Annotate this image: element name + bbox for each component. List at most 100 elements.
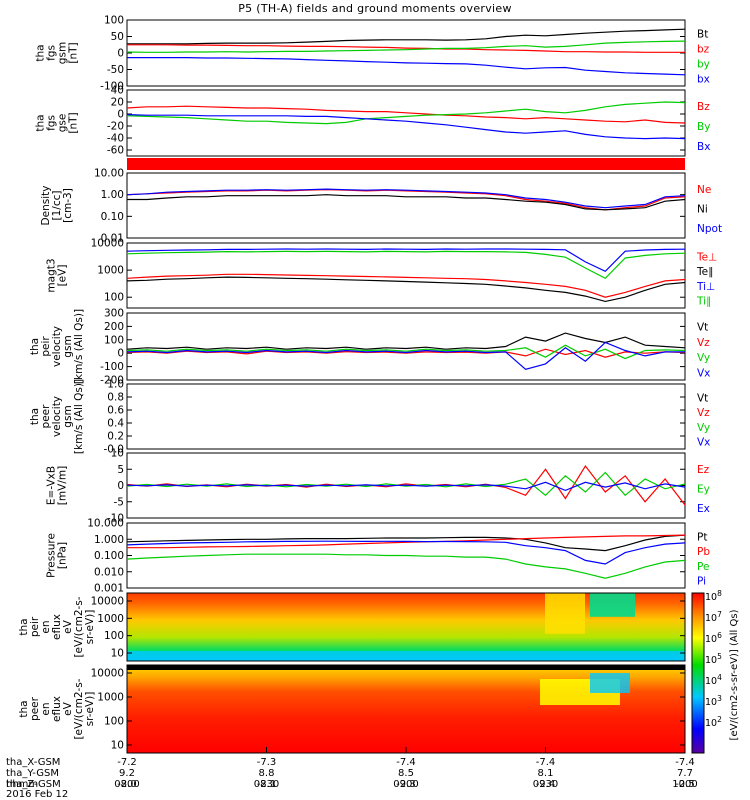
orbit-value: -7.4 bbox=[535, 757, 556, 768]
orbit-row-label: tha_Z-GSM bbox=[6, 779, 61, 790]
series-Te⊥ bbox=[126, 273, 686, 298]
y-tick-label: 40 bbox=[111, 85, 124, 97]
series-Ti∥ bbox=[126, 250, 686, 280]
y-label-line: tha bbox=[18, 618, 30, 635]
series-Pi bbox=[126, 540, 686, 565]
y-label-line: eV bbox=[62, 619, 74, 633]
orbit-value: 7.7 bbox=[677, 768, 693, 779]
spectrogram-patch bbox=[127, 651, 685, 661]
orbit-value: -7.4 bbox=[396, 757, 416, 768]
colorbar-tick: 108 bbox=[705, 589, 722, 603]
y-tick-label: 1000 bbox=[97, 265, 124, 277]
x-tick-label: 0930 bbox=[532, 779, 559, 790]
colorbar-exponent: 2 bbox=[717, 715, 722, 724]
panel-10: 10000 1000 100 10 tha peir en eflux eV [eV/(cm2-s… bbox=[18, 592, 686, 662]
colorbar-exponent: 5 bbox=[717, 652, 722, 661]
series-Npot bbox=[126, 188, 686, 209]
legend-entry: Vy bbox=[697, 422, 710, 434]
series-Te∥ bbox=[126, 276, 686, 303]
legend-entry: Ne bbox=[697, 184, 711, 196]
orbit-value: -7.2 bbox=[117, 757, 137, 768]
panel-frame bbox=[126, 172, 686, 239]
legend-entry: Npot bbox=[697, 223, 722, 235]
orbit-value: -7.4 bbox=[675, 757, 695, 768]
legend-entry: Ex bbox=[697, 503, 710, 515]
colorbar-tick: 107 bbox=[705, 610, 722, 624]
y-label-line: tha bbox=[35, 44, 47, 61]
y-axis-label: tha fgs gsm [nT] bbox=[35, 42, 80, 64]
y-label-line: [eV/(cm2-s- bbox=[73, 596, 85, 657]
orbit-value: -7.3 bbox=[256, 757, 277, 768]
series-bx bbox=[127, 56, 686, 76]
panel-4: 10.00 1.00 0.10 0.01 Density [1/cc] [cm-3] Ne Ni… bbox=[40, 168, 722, 245]
legend-entry: Pb bbox=[697, 546, 710, 558]
legend-entry: Bz bbox=[697, 101, 710, 113]
colorbar: 108 107 106 105 104 103 102 [eV/(cm2-s-sr-eV)] … bbox=[691, 589, 740, 754]
legend-entry: Pe bbox=[697, 561, 709, 573]
series-by bbox=[126, 40, 686, 53]
y-label-line: [eV] bbox=[57, 265, 69, 287]
colorbar-exponent: 7 bbox=[717, 610, 722, 619]
series-bz bbox=[127, 44, 685, 53]
panel-3 bbox=[127, 158, 685, 170]
y-tick-label: 1.0 bbox=[107, 379, 124, 391]
orbit-value: 9.2 bbox=[119, 768, 135, 779]
series-Ex bbox=[126, 481, 686, 492]
y-tick-label: 10000 bbox=[91, 238, 124, 250]
series-Bx bbox=[126, 114, 686, 140]
orbit-value: 8.1 bbox=[537, 768, 554, 779]
orbit-row-label: tha_Y-GSM bbox=[6, 768, 60, 779]
y-tick-label: 1.000 bbox=[94, 534, 124, 546]
y-label-line: E=-VxB bbox=[46, 466, 58, 505]
series-Vz bbox=[126, 348, 686, 358]
series-Ni bbox=[127, 194, 686, 211]
colorbar-tick: 103 bbox=[705, 694, 722, 708]
y-tick-label: 10 bbox=[111, 740, 124, 752]
y-tick-label: 0.8 bbox=[107, 392, 124, 404]
y-tick-label: -20 bbox=[107, 121, 124, 133]
y-axis-label: Density [1/cc] [cm-3] bbox=[40, 186, 74, 226]
spectrogram-patch bbox=[590, 593, 635, 617]
y-tick-label: 10 bbox=[111, 448, 124, 460]
legend-entry: Bt bbox=[697, 29, 708, 41]
legend-entry: Ni bbox=[697, 204, 708, 216]
y-label-line: [nT] bbox=[68, 112, 80, 133]
y-tick-label: 300 bbox=[104, 308, 124, 320]
series-Vx bbox=[126, 341, 685, 370]
y-label-line: peir bbox=[29, 616, 41, 637]
y-tick-label: 10.00 bbox=[94, 168, 124, 180]
y-label-line: [eV/(cm2-s- bbox=[73, 678, 85, 739]
y-label-line: tha bbox=[18, 700, 30, 717]
y-tick-label: 0 bbox=[117, 480, 124, 492]
y-axis-label: tha peer velocity gsm [km/s (All Qs)] bbox=[29, 379, 85, 454]
orbit-value: -2.4 bbox=[535, 779, 556, 790]
colorbar-tick: 105 bbox=[705, 652, 722, 666]
y-label-line: velocity bbox=[51, 396, 63, 437]
panel-frame bbox=[126, 592, 686, 662]
legend-entry: Ti∥ bbox=[696, 296, 711, 308]
date-label: 2016 Feb 12 bbox=[6, 789, 69, 800]
y-label-line: velocity bbox=[51, 326, 63, 367]
y-label-line: [km/s (All Qs)] bbox=[73, 379, 85, 454]
orbit-value: -2.5 bbox=[675, 779, 695, 790]
orbit-row-label: tha_X-GSM bbox=[6, 757, 61, 768]
y-axis-label: tha peir en eflux eV [eV/(cm2-s-sr-eV)] bbox=[18, 596, 96, 657]
y-label-line: peer bbox=[40, 404, 52, 429]
y-tick-label: -60 bbox=[107, 145, 124, 157]
y-label-line: peer bbox=[29, 696, 41, 721]
y-label-line: gsm bbox=[62, 405, 74, 427]
colorbar-gradient bbox=[691, 592, 705, 754]
panel-frame bbox=[126, 19, 686, 87]
y-axis-label: Pressure [nPa] bbox=[46, 533, 69, 578]
red-bar bbox=[127, 158, 685, 170]
y-label-line: eV bbox=[62, 701, 74, 715]
y-tick-label: 10.000 bbox=[87, 518, 124, 530]
y-tick-label: -200 bbox=[100, 375, 124, 387]
y-label-line: sr-eV)] bbox=[84, 610, 96, 645]
legend-entry: Vx bbox=[697, 437, 710, 449]
legend-entry: bx bbox=[697, 74, 710, 86]
